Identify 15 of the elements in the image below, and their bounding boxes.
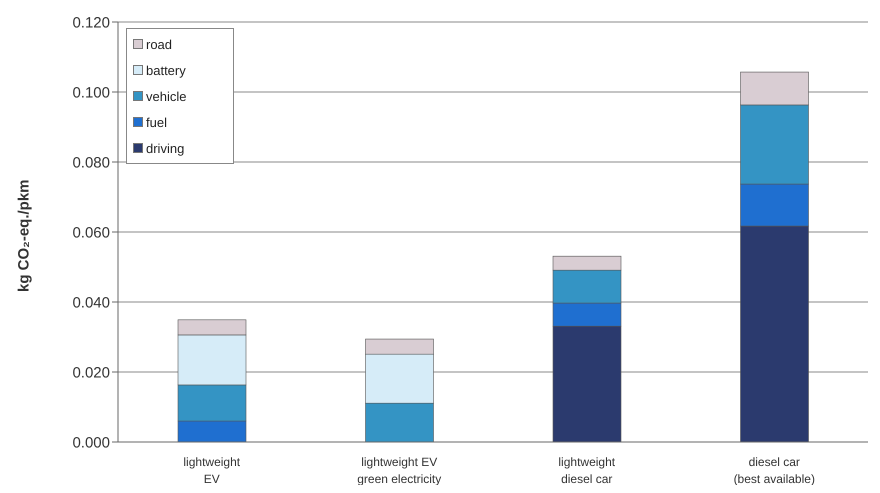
y-tick-label: 0.080 xyxy=(72,154,110,172)
x-tick-label: lightweight EV xyxy=(183,455,241,486)
y-tick-label: 0.060 xyxy=(72,224,110,242)
legend-label: road xyxy=(146,36,172,52)
legend-label: fuel xyxy=(146,114,167,130)
legend-label: driving xyxy=(146,140,184,156)
y-axis-title: kg CO₂-eq./pkm xyxy=(15,179,32,292)
y-tick-label: 0.100 xyxy=(72,84,110,102)
x-tick-label: lightweight diesel car xyxy=(558,455,616,486)
legend-label: battery xyxy=(146,62,186,78)
legend-label: vehicle xyxy=(146,88,186,104)
y-tick-label: 0.040 xyxy=(72,294,110,312)
y-tick-label: 0.000 xyxy=(72,434,110,452)
y-tick-label: 0.020 xyxy=(72,364,110,382)
y-tick-label: 0.120 xyxy=(72,14,110,32)
